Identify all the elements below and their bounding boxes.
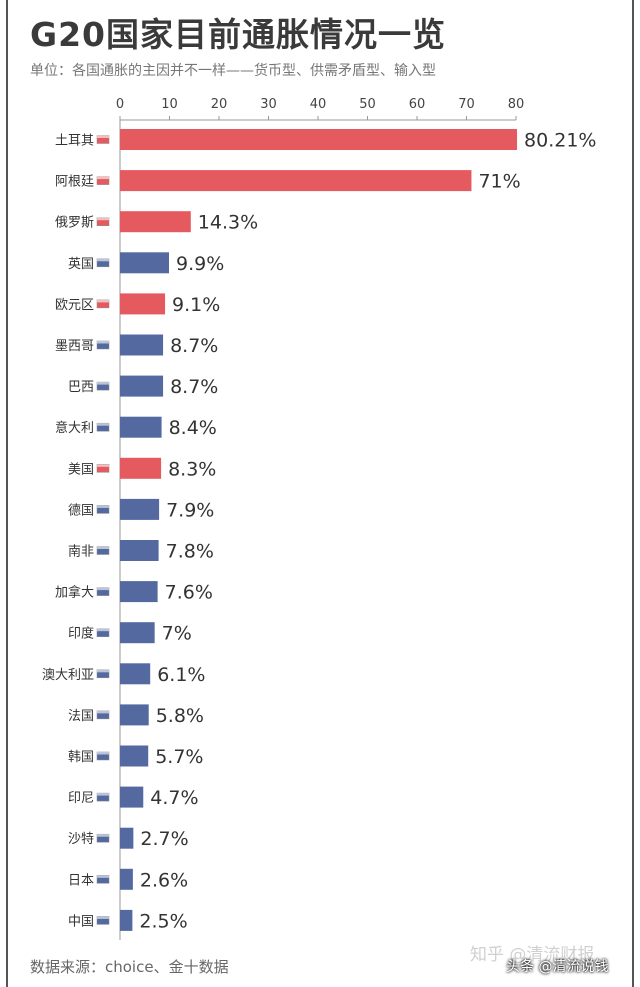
category-label: 法国: [68, 709, 94, 724]
bar: [120, 540, 159, 561]
data-label: 4.7%: [150, 787, 198, 809]
flag-icon: [96, 176, 110, 185]
zhihu-watermark: 知乎 @清流财报: [470, 945, 595, 965]
flag-icon: [96, 628, 110, 637]
category-label: 欧元区: [55, 298, 94, 313]
flag-icon: [96, 505, 110, 514]
toutiao-watermark: 头条 @清流说钱: [506, 959, 609, 975]
flag-icon: [96, 299, 110, 309]
frame-left-border: [6, 0, 8, 987]
x-tick-label: 40: [310, 97, 327, 112]
bar: [120, 293, 166, 315]
bar: [120, 868, 133, 890]
data-label: 71%: [478, 171, 520, 193]
data-label: 7%: [162, 623, 192, 645]
category-label: 英国: [68, 257, 94, 272]
flag-icon: [96, 422, 110, 432]
bar: [120, 170, 472, 192]
bar: [120, 663, 151, 685]
category-label: 中国: [68, 914, 94, 929]
category-label: 俄罗斯: [55, 216, 94, 231]
flag-icon: [96, 710, 110, 720]
data-label: 9.1%: [172, 294, 220, 316]
data-label: 80.21%: [524, 130, 596, 152]
category-label: 韩国: [68, 750, 94, 765]
flag-icon: [96, 464, 110, 473]
bar: [120, 581, 158, 603]
category-label: 意大利: [55, 420, 94, 436]
flag-icon: [96, 751, 110, 761]
data-label: 5.8%: [156, 705, 204, 727]
bar: [120, 416, 162, 438]
flag-icon: [96, 792, 110, 802]
category-label: 日本: [68, 873, 94, 888]
data-label: 8.4%: [169, 417, 217, 439]
category-label: 印尼: [68, 791, 94, 806]
bar: [120, 211, 191, 233]
data-label: 9.9%: [176, 253, 224, 275]
data-label: 7.8%: [166, 541, 214, 563]
bar: [120, 827, 134, 849]
bar: [120, 457, 162, 479]
data-label: 5.7%: [155, 746, 203, 768]
data-source-note: 数据来源：choice、金十数据: [30, 958, 229, 976]
data-label: 8.7%: [170, 335, 218, 357]
data-label: 8.7%: [170, 376, 218, 398]
flag-icon: [96, 135, 110, 144]
data-label: 8.3%: [168, 458, 216, 480]
bar: [120, 334, 164, 356]
category-label: 印度: [68, 626, 94, 642]
data-label: 2.5%: [139, 910, 187, 932]
category-label: 土耳其: [55, 134, 94, 149]
bar: [120, 129, 518, 150]
category-label: 巴西: [68, 380, 94, 395]
data-label: 14.3%: [198, 212, 258, 234]
x-tick-label: 80: [508, 97, 525, 112]
x-tick-label: 10: [161, 97, 178, 112]
x-tick-label: 50: [359, 97, 376, 112]
flag-icon: [96, 340, 110, 350]
x-tick-label: 60: [409, 97, 426, 112]
data-label: 6.1%: [157, 664, 205, 686]
category-label: 墨西哥: [55, 339, 94, 354]
x-tick-label: 70: [458, 97, 475, 112]
category-label: 沙特: [68, 832, 94, 847]
bar: [120, 375, 164, 397]
x-tick-label: 0: [116, 97, 124, 112]
bar: [120, 786, 144, 808]
category-label: 澳大利亚: [42, 667, 94, 683]
flag-icon: [96, 258, 110, 268]
category-label: 阿根廷: [55, 175, 94, 190]
bar: [120, 498, 160, 520]
bar: [120, 622, 155, 644]
bar: [120, 704, 149, 726]
data-label: 7.9%: [166, 499, 214, 521]
flag-icon: [96, 546, 110, 555]
data-label: 7.6%: [165, 582, 213, 604]
x-tick-label: 20: [211, 97, 228, 112]
data-label: 2.7%: [140, 828, 188, 850]
category-label: 南非: [68, 544, 94, 560]
flag-icon: [96, 875, 110, 884]
bar: [120, 745, 149, 767]
flag-icon: [96, 381, 110, 391]
category-label: 美国: [68, 462, 94, 477]
flag-icon: [96, 587, 110, 596]
frame-right-border: [632, 0, 634, 987]
flag-icon: [96, 669, 110, 679]
data-label: 2.6%: [140, 869, 188, 891]
chart-title: G20国家目前通胀情况一览: [30, 15, 447, 54]
x-tick-label: 30: [260, 97, 277, 112]
flag-icon: [96, 916, 110, 925]
chart-subtitle: 单位：各国通胀的主因并不一样——货币型、供需矛盾型、输入型: [30, 63, 436, 79]
bar: [120, 909, 133, 931]
flag-icon: [96, 833, 110, 843]
bar: [120, 252, 170, 274]
category-label: 德国: [68, 503, 94, 518]
flag-icon: [96, 217, 110, 226]
category-label: 加拿大: [55, 585, 94, 601]
